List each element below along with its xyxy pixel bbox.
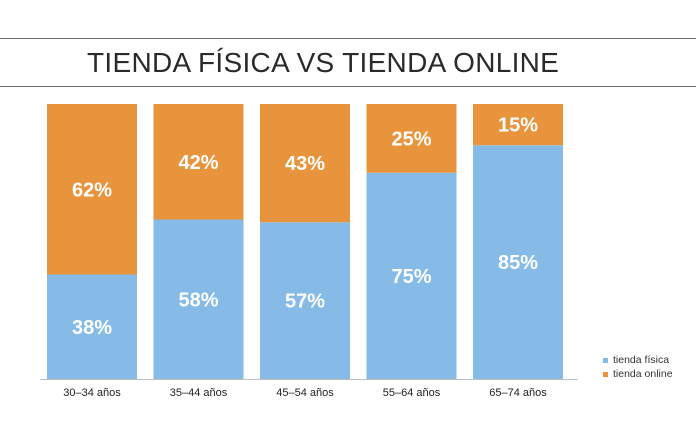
legend-swatch-tienda-online — [603, 371, 608, 377]
data-label-tienda-online-5: 15% — [498, 115, 538, 137]
legend-label-tienda-online: tienda online — [613, 368, 673, 380]
legend-label-tienda-fisica: tienda física — [613, 354, 670, 366]
data-label-tienda-fisica-2: 58% — [178, 289, 218, 311]
data-label-tienda-fisica-3: 57% — [285, 291, 325, 313]
bar-tienda-fisica-2 — [153, 219, 244, 379]
legend-item-tienda-fisica: tienda física — [603, 353, 673, 367]
bar-tienda-fisica-1 — [47, 274, 137, 379]
x-tick-label-5: 65–74 años — [489, 387, 547, 399]
chart-title: TIENDA FÍSICA VS TIENDA ONLINE — [87, 47, 560, 78]
x-tick-label-1: 30–34 años — [63, 387, 121, 399]
bar-tienda-fisica-4 — [366, 172, 457, 379]
legend-swatch-tienda-fisica — [603, 357, 608, 363]
bar-tienda-fisica-5 — [473, 145, 563, 379]
x-tick-label-4: 55–64 años — [383, 387, 441, 399]
data-label-tienda-fisica-4: 75% — [391, 266, 431, 288]
bar-tienda-online-2 — [153, 104, 244, 220]
data-label-tienda-online-2: 42% — [178, 152, 218, 174]
data-label-tienda-online-1: 62% — [72, 179, 112, 201]
data-label-tienda-fisica-5: 85% — [498, 252, 538, 274]
x-tick-label-3: 45–54 años — [276, 387, 334, 399]
bar-tienda-online-5 — [473, 104, 563, 146]
legend-item-tienda-online: tienda online — [603, 367, 673, 381]
top-rule — [0, 38, 696, 39]
data-label-tienda-online-3: 43% — [285, 153, 325, 175]
bar-tienda-online-4 — [366, 104, 457, 173]
data-label-tienda-fisica-1: 38% — [72, 317, 112, 339]
data-label-tienda-online-4: 25% — [391, 128, 431, 150]
bar-tienda-online-3 — [260, 104, 350, 223]
x-tick-label-2: 35–44 años — [170, 387, 228, 399]
title-underline — [0, 86, 696, 87]
bar-tienda-fisica-3 — [260, 222, 350, 379]
legend: tienda física tienda online — [603, 353, 673, 381]
bar-tienda-online-1 — [47, 104, 137, 275]
